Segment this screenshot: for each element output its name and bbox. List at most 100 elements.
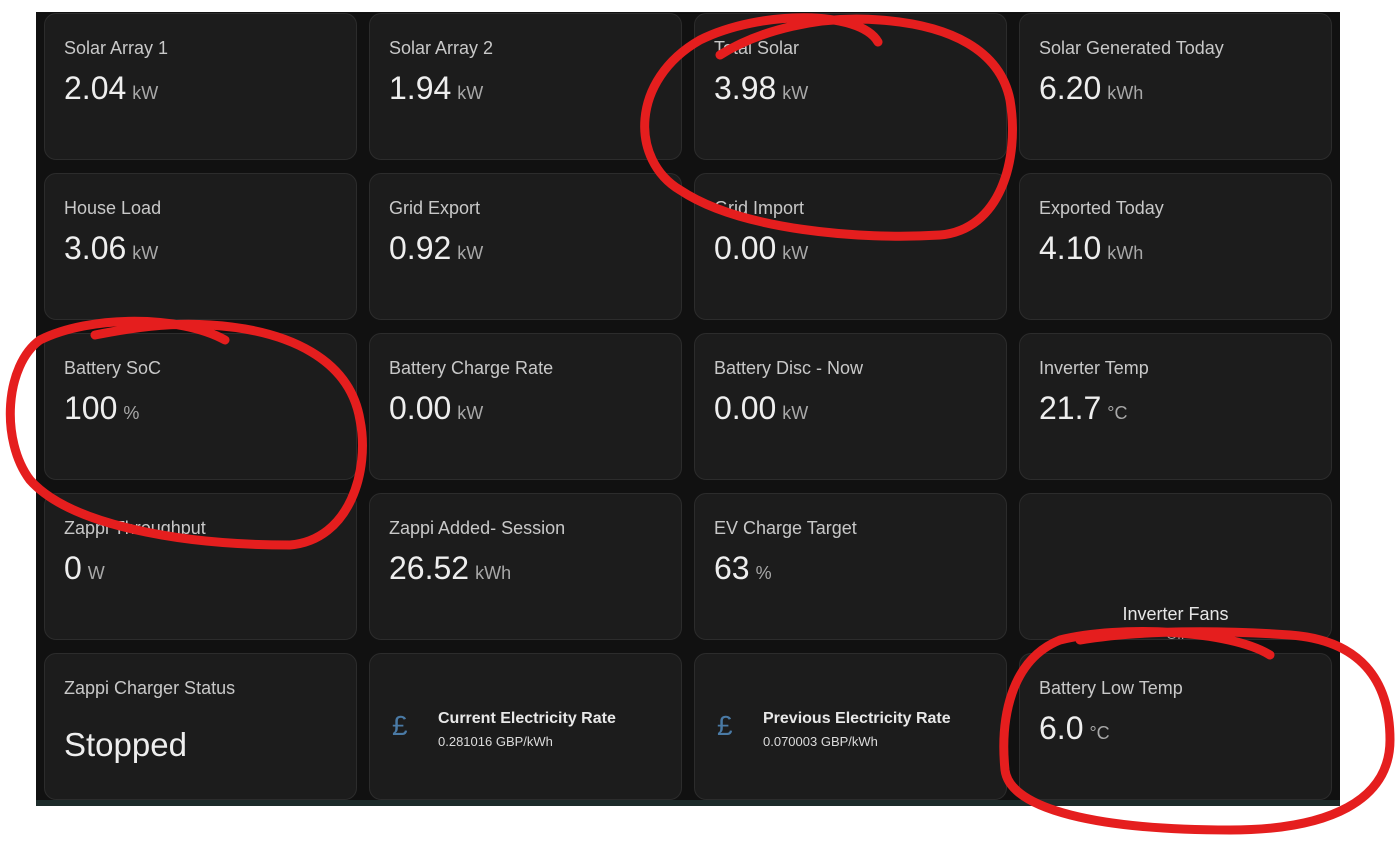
home-icon <box>308 196 334 222</box>
card-value: 0.00 kW <box>714 230 808 267</box>
thermometer-icon <box>1283 356 1309 382</box>
lightning-icon <box>308 516 334 542</box>
card-value: 1.94 kW <box>389 70 483 107</box>
transmission-tower-export-icon <box>1283 196 1309 222</box>
card-title: Battery Disc - Now <box>714 358 864 378</box>
card-title: Solar Array 1 <box>64 38 169 58</box>
sensor-card-solar-generated-today[interactable]: Solar Generated Today 6.20 kWh <box>1019 13 1332 160</box>
ev-station-icon <box>308 676 334 702</box>
sensor-card-exported-today[interactable]: Exported Today 4.10 kWh <box>1019 173 1332 320</box>
sensor-card-house-load[interactable]: House Load 3.06 kW <box>44 173 357 320</box>
fan-card-inverter-fans[interactable]: Inverter Fans Off <box>1019 493 1332 640</box>
value-unit: °C <box>1089 723 1110 743</box>
value-number: 4.10 <box>1039 230 1102 266</box>
value-unit: °C <box>1107 403 1128 423</box>
card-value: 0.00 kW <box>389 390 483 427</box>
battery-discharging-icon <box>958 356 984 382</box>
value-unit: kW <box>782 83 809 103</box>
sensor-card-battery-soc[interactable]: Battery SoC 100% <box>44 333 357 480</box>
value-number: 3.98 <box>714 70 777 106</box>
card-value: 21.7 °C <box>1039 390 1127 427</box>
rate-card-current-electricity-rate[interactable]: £ Current Electricity Rate 0.281016 GBP/kW… <box>369 653 682 800</box>
sensor-card-grid-import[interactable]: Grid Import 0.00 kW <box>694 173 1007 320</box>
sensor-card-solar-array-1[interactable]: Solar Array 1 2.04 kW <box>44 13 357 160</box>
value-unit: W <box>87 563 105 583</box>
battery-charging-icon <box>958 516 984 542</box>
value-unit: kW <box>457 83 484 103</box>
value-unit: % <box>755 563 772 583</box>
value-unit: kW <box>132 83 159 103</box>
value-number: 63 <box>714 550 750 586</box>
card-value: 4.10 kWh <box>1039 230 1143 267</box>
thermometer-icon <box>1283 676 1309 702</box>
card-value: 6.0 °C <box>1039 710 1110 747</box>
value-number: 26.52 <box>389 550 470 586</box>
battery-icon <box>308 356 334 382</box>
card-value: 0.92 kW <box>389 230 483 267</box>
value-unit: kWh <box>475 563 512 583</box>
sensor-card-zappi-throughput[interactable]: Zappi Throughput 0 W <box>44 493 357 640</box>
export-icon <box>1283 36 1309 62</box>
card-value: 26.52 kWh <box>389 550 511 587</box>
status-value: Stopped <box>64 726 187 763</box>
card-value: 63% <box>714 550 772 587</box>
value-unit: kWh <box>1107 83 1144 103</box>
value-number: 2.04 <box>64 70 127 106</box>
value-number: 1.94 <box>389 70 452 106</box>
sensor-card-solar-array-2[interactable]: Solar Array 2 1.94 kW <box>369 13 682 160</box>
sensor-card-total-solar[interactable]: Total Solar 3.98 kW <box>694 13 1007 160</box>
sensor-card-battery-low-temp[interactable]: Battery Low Temp 6.0 °C <box>1019 653 1332 800</box>
value-number: 0.00 <box>389 390 452 426</box>
battery-charging-icon <box>633 356 659 382</box>
fan-icon <box>1134 502 1219 587</box>
rate-title: Previous Electricity Rate <box>763 710 951 727</box>
card-title: Solar Generated Today <box>1039 38 1224 58</box>
card-value: 0.00 kW <box>714 390 808 427</box>
value-unit: kW <box>132 243 159 263</box>
rate-title: Current Electricity Rate <box>438 710 616 727</box>
card-title: Battery Low Temp <box>1039 678 1183 698</box>
card-title: Battery SoC <box>64 358 162 378</box>
zappi-charger-status-card[interactable]: Zappi Charger Status Stopped <box>44 653 357 800</box>
sensor-card-inverter-temp[interactable]: Inverter Temp 21.7 °C <box>1019 333 1332 480</box>
value-unit: % <box>123 403 140 423</box>
card-title: Solar Array 2 <box>389 38 494 58</box>
fan-state: Off <box>1166 626 1185 640</box>
card-value: 2.04 kW <box>64 70 158 107</box>
sensor-card-ev-charge-target[interactable]: EV Charge Target 63% <box>694 493 1007 640</box>
card-title: EV Charge Target <box>714 518 857 538</box>
card-value: 3.06 kW <box>64 230 158 267</box>
rate-value: 0.281016 GBP/kWh <box>438 734 553 749</box>
value-unit: kW <box>457 243 484 263</box>
value-number: 6.20 <box>1039 70 1102 106</box>
card-title: Zappi Added- Session <box>389 518 566 538</box>
sensor-card-grid-export[interactable]: Grid Export 0.92 kW <box>369 173 682 320</box>
sensor-card-battery-disc-now[interactable]: Battery Disc - Now 0.00 kW <box>694 333 1007 480</box>
card-title: Total Solar <box>714 38 800 58</box>
value-number: 0.00 <box>714 230 777 266</box>
currency-gbp-icon: £ <box>717 710 733 741</box>
value-number: 3.06 <box>64 230 127 266</box>
sensor-card-battery-charge-rate[interactable]: Battery Charge Rate 0.00 kW <box>369 333 682 480</box>
fan-name: Inverter Fans <box>1122 604 1229 624</box>
card-title: Exported Today <box>1039 198 1164 218</box>
card-title: Battery Charge Rate <box>389 358 554 378</box>
value-number: 0.92 <box>389 230 452 266</box>
lightning-icon <box>633 516 659 542</box>
card-value: 3.98 kW <box>714 70 808 107</box>
card-value: 6.20 kWh <box>1039 70 1143 107</box>
value-number: 6.0 <box>1039 710 1084 746</box>
sensor-card-zappi-added-session[interactable]: Zappi Added- Session 26.52 kWh <box>369 493 682 640</box>
value-number: 0.00 <box>714 390 777 426</box>
value-number: 0 <box>64 550 82 586</box>
bottom-bar <box>36 800 1340 806</box>
value-number: 21.7 <box>1039 390 1102 426</box>
transmission-tower-export-icon <box>633 196 659 222</box>
solar-panel-icon <box>958 36 984 62</box>
card-title: Zappi Charger Status <box>64 678 236 698</box>
value-unit: kW <box>457 403 484 423</box>
rate-card-previous-electricity-rate[interactable]: £ Previous Electricity Rate 0.070003 GBP/k… <box>694 653 1007 800</box>
card-title: House Load <box>64 198 162 218</box>
value-number: 100 <box>64 390 118 426</box>
